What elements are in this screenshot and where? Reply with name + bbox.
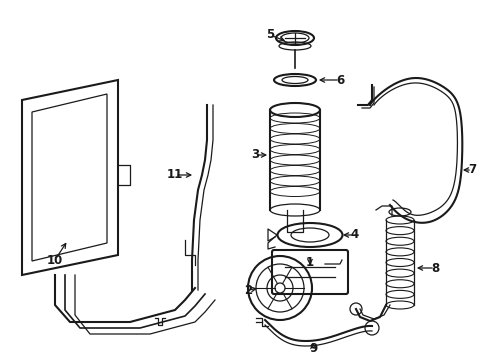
Text: 6: 6 bbox=[335, 73, 344, 86]
Text: 1: 1 bbox=[305, 256, 313, 269]
Text: 4: 4 bbox=[350, 229, 358, 242]
Text: 2: 2 bbox=[244, 284, 251, 297]
Text: 8: 8 bbox=[430, 261, 438, 274]
Text: 5: 5 bbox=[265, 28, 274, 41]
Text: 7: 7 bbox=[467, 163, 475, 176]
Circle shape bbox=[274, 283, 285, 293]
Text: 3: 3 bbox=[250, 148, 259, 162]
Text: 10: 10 bbox=[47, 253, 63, 266]
Text: 9: 9 bbox=[308, 342, 317, 355]
Text: 11: 11 bbox=[166, 168, 183, 181]
